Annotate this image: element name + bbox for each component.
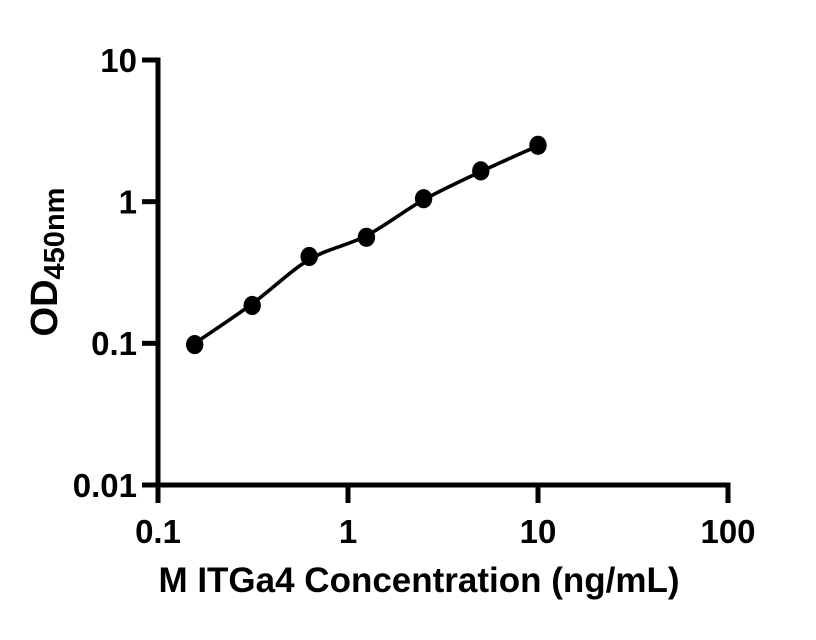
x-tick-label-100: 100: [700, 513, 755, 550]
y-tick-label-0.1: 0.1: [91, 325, 137, 362]
y-axis-title: OD450nm: [24, 188, 72, 337]
data-point-0.313: [243, 295, 261, 316]
x-tick-label-10: 10: [520, 513, 557, 550]
data-point-0.156: [186, 335, 204, 355]
y-tick-label-10: 10: [100, 42, 137, 79]
data-point-5: [472, 161, 490, 181]
y-tick-label-1: 1: [119, 184, 137, 221]
data-point-1.25: [357, 227, 376, 247]
y-axis-title-subscript: 450nm: [39, 187, 71, 280]
y-tick-label-0.01: 0.01: [73, 467, 137, 504]
y-axis-title-main: OD: [24, 279, 66, 337]
x-tick-label-1: 1: [339, 513, 357, 550]
x-axis-title: M ITGa4 Concentration (ng/mL): [158, 561, 680, 600]
data-point-10: [529, 135, 547, 155]
x-tick-label-0.1: 0.1: [135, 513, 181, 550]
data-point-2.5: [414, 189, 433, 209]
data-point-0.625: [300, 246, 318, 267]
